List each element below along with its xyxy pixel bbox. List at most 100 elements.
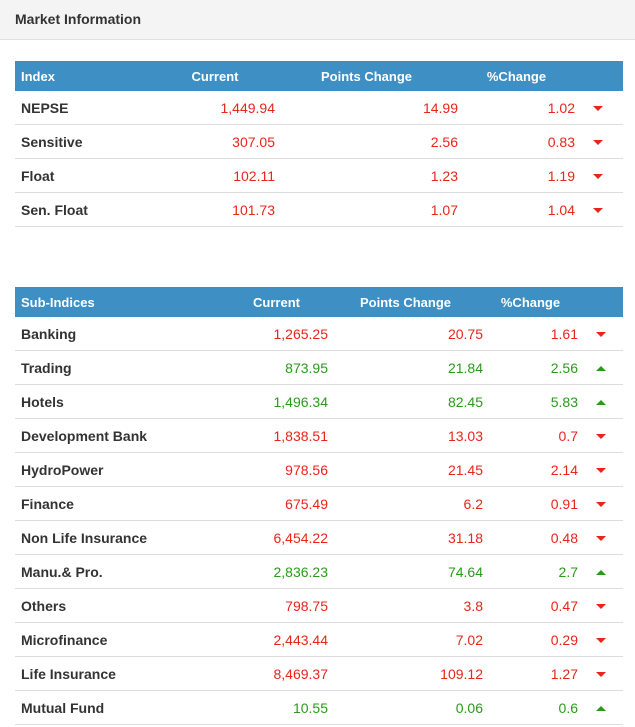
points-change-value: 3.8 [328, 588, 483, 623]
col-sub-indices: Sub-Indices [15, 287, 225, 317]
table-row: NEPSE 1,449.94 14.99 1.02 [15, 91, 623, 125]
current-value: 1,496.34 [225, 384, 328, 419]
col-points-change: Points Change [275, 61, 458, 91]
arrow-down-icon [593, 174, 603, 180]
pct-change-value: 0.7 [483, 418, 578, 453]
pct-change-value: 5.83 [483, 384, 578, 419]
pct-change-value: 0.6 [483, 690, 578, 725]
pct-change-value: 0.91 [483, 486, 578, 521]
arrow-down-icon [596, 672, 606, 678]
current-value: 307.05 [155, 124, 275, 159]
row-name: Others [15, 588, 225, 623]
panel-header: Market Information [0, 0, 635, 40]
row-name: Manu.& Pro. [15, 554, 225, 589]
col-pct-change: %Change [458, 61, 575, 91]
row-name: Sen. Float [15, 192, 155, 227]
pct-change-value: 1.04 [458, 192, 575, 227]
table-row: Mutual Fund 10.55 0.06 0.6 [15, 690, 623, 725]
trend-cell [578, 622, 623, 657]
current-value: 1,838.51 [225, 418, 328, 453]
pct-change-value: 2.14 [483, 452, 578, 487]
row-name: Sensitive [15, 124, 155, 159]
arrow-up-icon [596, 400, 606, 406]
trend-cell [578, 452, 623, 487]
pct-change-value: 1.02 [458, 91, 575, 125]
pct-change-value: 0.48 [483, 520, 578, 555]
arrow-down-icon [593, 208, 603, 214]
points-change-value: 7.02 [328, 622, 483, 657]
points-change-value: 6.2 [328, 486, 483, 521]
current-value: 873.95 [225, 350, 328, 385]
row-name: Float [15, 158, 155, 193]
points-change-value: 20.75 [328, 317, 483, 351]
arrow-down-icon [596, 468, 606, 474]
arrow-up-icon [596, 570, 606, 576]
pct-change-value: 1.19 [458, 158, 575, 193]
trend-cell [575, 158, 623, 193]
sub-table-header: Sub-Indices Current Points Change %Chang… [15, 287, 623, 317]
arrow-up-icon [596, 706, 606, 712]
points-change-value: 21.84 [328, 350, 483, 385]
current-value: 675.49 [225, 486, 328, 521]
current-value: 101.73 [155, 192, 275, 227]
row-name: Banking [15, 317, 225, 351]
sub-indices-table: Sub-Indices Current Points Change %Chang… [15, 287, 623, 725]
pct-change-value: 2.56 [483, 350, 578, 385]
trend-cell [575, 91, 623, 125]
table-row: Finance 675.49 6.2 0.91 [15, 486, 623, 521]
current-value: 8,469.37 [225, 656, 328, 691]
panel-title: Market Information [15, 11, 142, 27]
trend-cell [578, 384, 623, 419]
table-row: Banking 1,265.25 20.75 1.61 [15, 317, 623, 351]
current-value: 798.75 [225, 588, 328, 623]
col-points-change: Points Change [328, 287, 483, 317]
table-row: Others 798.75 3.8 0.47 [15, 588, 623, 623]
pct-change-value: 0.83 [458, 124, 575, 159]
table-row: Manu.& Pro. 2,836.23 74.64 2.7 [15, 554, 623, 589]
row-name: Microfinance [15, 622, 225, 657]
trend-cell [578, 554, 623, 589]
table-row: Microfinance 2,443.44 7.02 0.29 [15, 622, 623, 657]
current-value: 10.55 [225, 690, 328, 725]
arrow-down-icon [593, 106, 603, 112]
table-row: Trading 873.95 21.84 2.56 [15, 350, 623, 385]
arrow-down-icon [596, 604, 606, 610]
pct-change-value: 0.29 [483, 622, 578, 657]
current-value: 2,836.23 [225, 554, 328, 589]
points-change-value: 2.56 [275, 124, 458, 159]
current-value: 1,265.25 [225, 317, 328, 351]
current-value: 2,443.44 [225, 622, 328, 657]
row-name: Development Bank [15, 418, 225, 453]
arrow-down-icon [596, 332, 606, 338]
points-change-value: 109.12 [328, 656, 483, 691]
trend-cell [578, 656, 623, 691]
pct-change-value: 1.27 [483, 656, 578, 691]
table-row: HydroPower 978.56 21.45 2.14 [15, 452, 623, 487]
arrow-down-icon [593, 140, 603, 146]
trend-cell [575, 124, 623, 159]
trend-cell [578, 520, 623, 555]
table-row: Hotels 1,496.34 82.45 5.83 [15, 384, 623, 419]
row-name: Trading [15, 350, 225, 385]
index-table-header: Index Current Points Change %Change [15, 61, 623, 91]
row-name: HydroPower [15, 452, 225, 487]
points-change-value: 82.45 [328, 384, 483, 419]
col-arrow [578, 287, 623, 317]
current-value: 6,454.22 [225, 520, 328, 555]
table-row: Non Life Insurance 6,454.22 31.18 0.48 [15, 520, 623, 555]
row-name: NEPSE [15, 91, 155, 125]
table-row: Sensitive 307.05 2.56 0.83 [15, 124, 623, 159]
table-row: Sen. Float 101.73 1.07 1.04 [15, 192, 623, 227]
table-row: Float 102.11 1.23 1.19 [15, 158, 623, 193]
row-name: Life Insurance [15, 656, 225, 691]
row-name: Hotels [15, 384, 225, 419]
trend-cell [578, 690, 623, 725]
arrow-down-icon [596, 536, 606, 542]
current-value: 102.11 [155, 158, 275, 193]
table-row: Development Bank 1,838.51 13.03 0.7 [15, 418, 623, 453]
points-change-value: 31.18 [328, 520, 483, 555]
trend-cell [578, 418, 623, 453]
points-change-value: 0.06 [328, 690, 483, 725]
pct-change-value: 1.61 [483, 317, 578, 351]
col-current: Current [155, 61, 275, 91]
